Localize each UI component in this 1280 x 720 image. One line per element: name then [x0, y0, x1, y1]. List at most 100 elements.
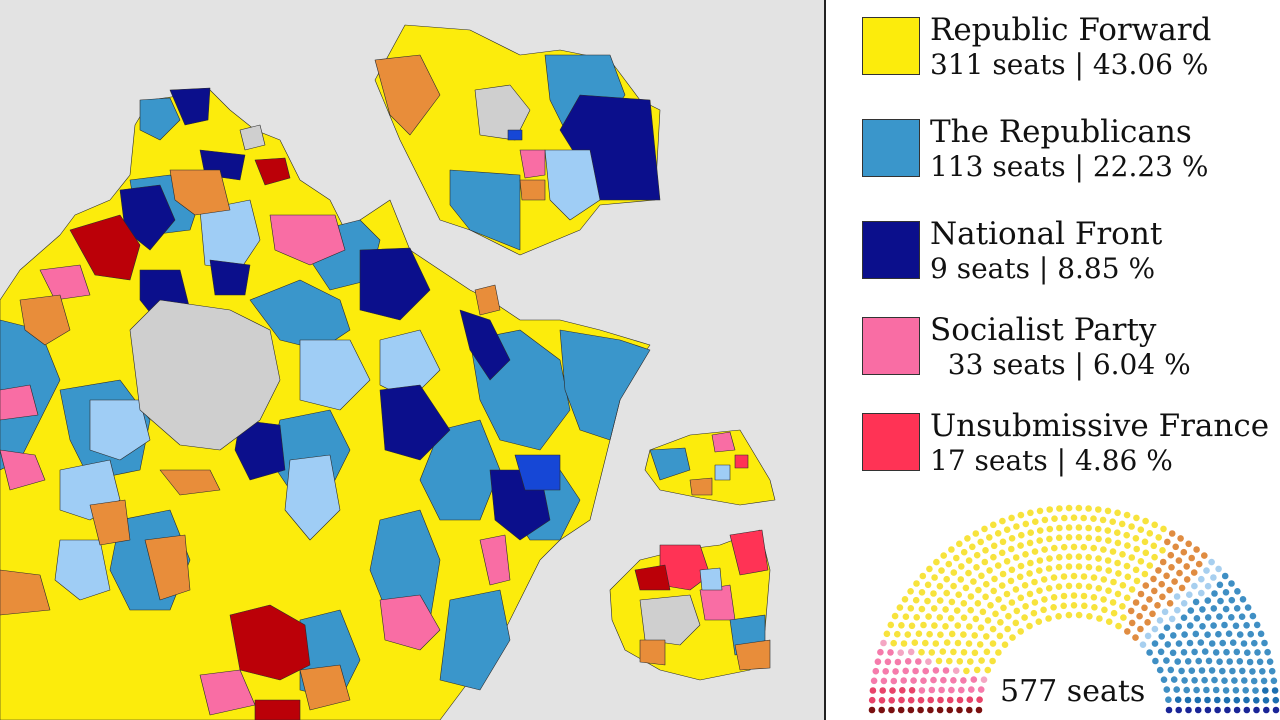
seat-dot — [1236, 631, 1244, 638]
seat-dot — [1109, 548, 1117, 555]
seat-dot — [956, 658, 964, 665]
seat-dot — [896, 604, 904, 611]
seat-dot — [1036, 527, 1044, 534]
seat-dot — [882, 668, 889, 675]
seat-dot — [997, 619, 1004, 626]
seat-dot — [1180, 600, 1188, 607]
seat-dot — [1193, 686, 1200, 694]
seat-dot — [907, 648, 915, 656]
seat-dot — [1204, 597, 1212, 604]
seat-dot — [984, 617, 992, 624]
seat-dot — [1100, 596, 1107, 603]
seat-dot — [996, 632, 1004, 640]
seat-dot — [1065, 534, 1073, 541]
seat-dot — [908, 687, 916, 694]
seat-dot — [1188, 667, 1196, 674]
seat-dot — [1154, 602, 1161, 609]
seat-dot — [936, 614, 944, 621]
seat-dot — [1163, 657, 1170, 664]
seat-dot — [1133, 577, 1141, 585]
seat-dot — [1123, 594, 1131, 602]
seat-dot — [1195, 657, 1202, 665]
seat-dot — [888, 706, 895, 714]
seat-dot — [938, 567, 945, 574]
seat-dot — [1046, 525, 1054, 533]
seat-dot — [960, 649, 968, 656]
seat-dot — [1223, 696, 1231, 704]
legend-item-republic-forward: Republic Forward 311 seats | 43.06 % — [826, 12, 1280, 92]
seat-dot — [1075, 524, 1083, 531]
seat-dot — [1085, 505, 1092, 512]
seat-dot — [995, 649, 1002, 656]
seat-dot — [1012, 619, 1020, 627]
seat-dot — [989, 625, 997, 633]
seat-dot — [1137, 590, 1145, 598]
seat-dot — [1243, 696, 1250, 704]
seat-dot — [1233, 605, 1241, 612]
seat-dot — [943, 575, 950, 583]
seat-dot — [966, 706, 973, 714]
seat-dot — [1017, 562, 1025, 570]
seat-dot — [1027, 529, 1034, 536]
seat-dot — [1123, 531, 1130, 539]
seat-dot — [967, 606, 974, 614]
seat-dot — [1180, 649, 1188, 656]
seat-dot — [1091, 604, 1098, 611]
seat-dot — [992, 610, 999, 618]
seat-dot — [888, 697, 895, 704]
seat-dot — [1075, 611, 1083, 619]
seat-dot — [1238, 613, 1246, 620]
seat-dot — [904, 658, 912, 665]
seat-dot — [948, 630, 956, 638]
election-map — [0, 0, 824, 720]
seat-dot — [874, 658, 882, 665]
seat-dot — [1226, 658, 1233, 665]
seat-dot — [1137, 625, 1144, 633]
seat-dot — [1045, 565, 1053, 572]
seat-dot — [1205, 657, 1213, 665]
seat-dot — [1204, 631, 1211, 638]
seat-dot — [932, 667, 940, 674]
seat-dot — [1027, 509, 1034, 517]
seat-dot — [1212, 686, 1220, 694]
seat-dot — [1184, 658, 1192, 665]
legend-swatch — [862, 317, 920, 375]
seat-dot — [1219, 667, 1226, 675]
seat-dot — [1036, 557, 1044, 564]
seat-dot — [1272, 706, 1280, 714]
seat-dot — [1234, 588, 1241, 595]
seat-dot — [989, 657, 996, 665]
seat-dot — [1022, 603, 1029, 610]
party-name: The Republicans — [930, 114, 1192, 150]
seat-dot — [983, 580, 990, 588]
seat-dot — [1221, 621, 1228, 629]
seat-dot — [976, 696, 983, 703]
seat-dot — [1183, 563, 1190, 570]
seat-dot — [917, 706, 924, 714]
seat-dot — [1070, 543, 1078, 551]
seat-dot — [1096, 615, 1103, 622]
seat-dot — [1155, 534, 1162, 541]
seat-dot — [1150, 542, 1158, 550]
seat-dot — [918, 605, 926, 613]
seat-dot — [930, 590, 937, 597]
seat-dot — [1031, 548, 1039, 555]
seat-dot — [1013, 523, 1020, 530]
seat-dot — [1009, 634, 1016, 641]
seat-dot — [1167, 551, 1175, 559]
seat-dot — [913, 580, 920, 587]
seat-dot — [897, 706, 905, 714]
seat-dot — [1027, 559, 1034, 567]
seat-dot — [1253, 697, 1260, 704]
seat-dot — [1008, 514, 1015, 522]
seat-dot — [952, 667, 960, 674]
seat-dot — [1124, 573, 1132, 581]
seat-dot — [1204, 582, 1212, 590]
seat-dot — [1159, 593, 1166, 601]
seat-dot — [1239, 667, 1246, 675]
seat-dot — [1128, 586, 1136, 593]
seat-dot — [1215, 565, 1222, 573]
seat-dot — [1095, 535, 1102, 543]
seat-dot — [1156, 666, 1164, 674]
seat-dot — [1080, 543, 1088, 551]
